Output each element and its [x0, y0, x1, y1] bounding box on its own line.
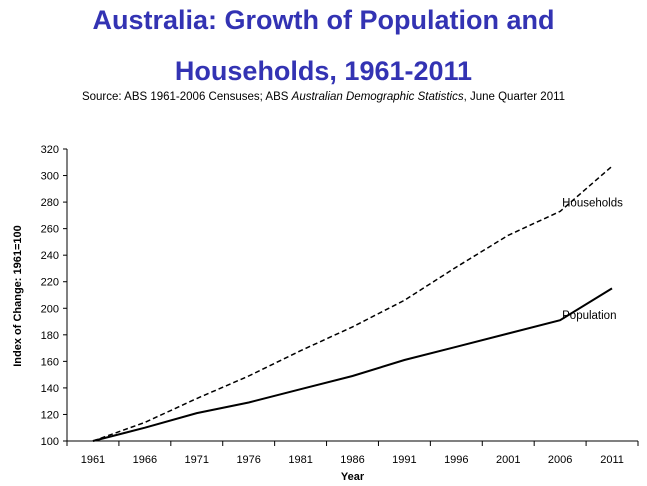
x-tick-label: 1971	[185, 454, 209, 466]
x-tick-label: 1981	[288, 454, 312, 466]
y-tick-label: 100	[41, 436, 59, 448]
x-tick-label: 1996	[444, 454, 468, 466]
series-label-households: Households	[562, 197, 623, 209]
y-axis-title: Index of Change: 1961=100	[12, 225, 24, 367]
y-tick-label: 160	[41, 356, 59, 368]
x-tick-label: 1986	[340, 454, 364, 466]
x-axis-title: Year	[341, 471, 365, 483]
y-tick-label: 180	[41, 330, 59, 342]
x-tick-label: 1966	[133, 454, 157, 466]
source-prefix: Source: ABS 1961-2006 Censuses; ABS	[81, 91, 292, 103]
source-suffix: , June Quarter 2011	[463, 91, 566, 103]
series-line-population	[92, 287, 613, 442]
x-tick-label: 1976	[236, 454, 260, 466]
series-line-households	[92, 165, 613, 442]
y-tick-label: 280	[41, 197, 59, 209]
chart-title-line-1: Australia: Growth of Population and	[92, 5, 555, 35]
x-tick-label: 2001	[496, 454, 520, 466]
x-tick-label: 1991	[392, 454, 416, 466]
y-tick-label: 140	[41, 383, 59, 395]
y-tick-label: 120	[41, 409, 59, 421]
y-tick-label: 240	[41, 250, 59, 262]
chart-title-line-2: Households, 1961-2011	[174, 56, 473, 86]
x-tick-label: 2006	[548, 454, 572, 466]
x-tick-label: 2011	[600, 454, 624, 466]
series-label-population: Population	[562, 310, 616, 322]
y-tick-label: 200	[41, 303, 59, 315]
y-tick-label: 260	[41, 224, 59, 236]
x-tick-label: 1961	[81, 454, 105, 466]
y-tick-label: 300	[41, 171, 59, 183]
source-note: Source: ABS 1961-2006 Censuses; ABS Aust…	[0, 91, 647, 103]
source-italic: Australian Demographic Statistics	[291, 91, 464, 103]
y-tick-label: 220	[41, 277, 59, 289]
y-tick-label: 320	[41, 144, 59, 156]
